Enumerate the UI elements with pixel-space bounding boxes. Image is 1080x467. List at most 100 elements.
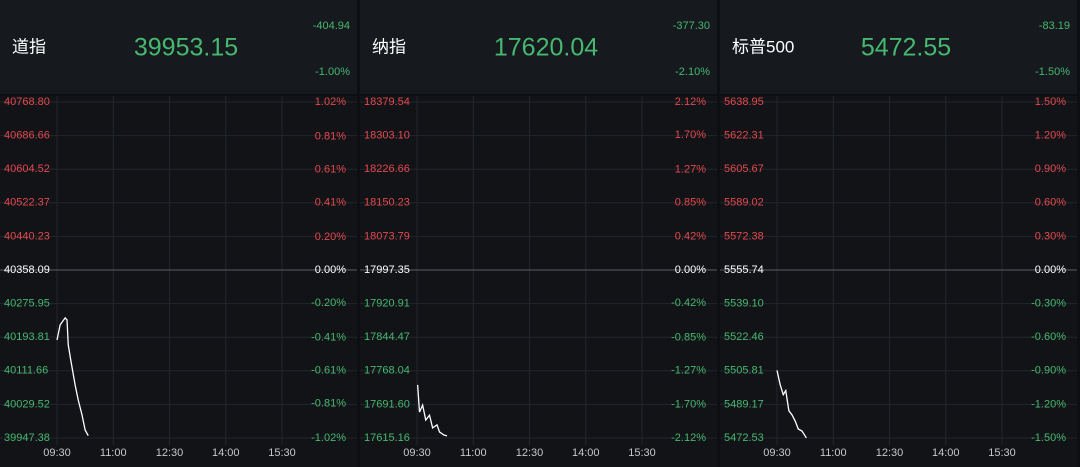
y-tick-label: 5572.38 bbox=[724, 230, 764, 242]
y2-tick-label: -1.02% bbox=[311, 432, 346, 444]
panel-header bbox=[360, 0, 717, 94]
x-tick-label: 12:30 bbox=[516, 447, 544, 459]
price-line bbox=[776, 370, 807, 439]
x-tick-label: 12:30 bbox=[876, 447, 904, 459]
x-tick-label: 11:00 bbox=[460, 447, 487, 459]
y2-tick-label: 0.42% bbox=[675, 231, 706, 243]
index-name: 纳指 bbox=[372, 37, 406, 56]
y-tick-label: 40111.66 bbox=[4, 365, 48, 377]
x-tick-label: 09:30 bbox=[763, 447, 791, 459]
y2-tick-label: 0.41% bbox=[315, 196, 346, 208]
y2-tick-label: -0.61% bbox=[311, 364, 346, 376]
y-tick-label: 5539.10 bbox=[724, 298, 764, 310]
x-tick-label: 15:30 bbox=[268, 447, 296, 459]
y-tick-label: 5589.02 bbox=[724, 197, 764, 209]
index-price: 39953.15 bbox=[134, 34, 238, 62]
y2-tick-label: -1.50% bbox=[1031, 432, 1066, 444]
y-tick-label: 5522.46 bbox=[724, 331, 764, 343]
y-tick-label: 18379.54 bbox=[364, 96, 410, 108]
index-price: 5472.55 bbox=[861, 34, 951, 62]
y-tick-label: 39947.38 bbox=[4, 432, 50, 444]
y2-tick-label: -0.41% bbox=[311, 331, 346, 343]
index-change: -377.30 bbox=[673, 20, 710, 32]
y2-tick-label: 0.85% bbox=[675, 197, 706, 209]
panel-header bbox=[0, 0, 357, 94]
y2-tick-label: -0.81% bbox=[311, 397, 346, 409]
y-tick-label: 40604.52 bbox=[4, 163, 50, 175]
y2-tick-label: 0.60% bbox=[1035, 197, 1066, 209]
y-tick-label: 40275.95 bbox=[4, 298, 50, 310]
x-tick-label: 15:30 bbox=[628, 447, 656, 459]
y-tick-label: 40358.09 bbox=[4, 264, 50, 276]
y2-tick-label: 0.90% bbox=[1035, 163, 1066, 175]
panel-body bbox=[720, 96, 1077, 467]
y-tick-label: 40768.80 bbox=[4, 96, 50, 108]
y-tick-label: 5472.53 bbox=[724, 432, 764, 444]
y-tick-label: 17615.16 bbox=[364, 432, 410, 444]
y2-tick-label: -0.90% bbox=[1031, 365, 1066, 377]
y-tick-label: 18150.23 bbox=[364, 197, 410, 209]
y-tick-label: 17768.04 bbox=[364, 365, 410, 377]
y2-tick-label: 2.12% bbox=[675, 96, 706, 108]
y-tick-label: 5555.74 bbox=[724, 264, 764, 276]
y2-tick-label: -1.20% bbox=[1031, 398, 1066, 410]
y2-tick-label: -1.27% bbox=[671, 365, 706, 377]
x-tick-label: 12:30 bbox=[156, 447, 184, 459]
y-tick-label: 18073.79 bbox=[364, 230, 410, 242]
index-change-pct: -1.50% bbox=[1035, 66, 1070, 78]
y2-tick-label: 0.00% bbox=[675, 264, 706, 276]
y-tick-label: 17997.35 bbox=[364, 264, 410, 276]
y2-tick-label: 0.20% bbox=[315, 231, 346, 243]
panel-body bbox=[360, 96, 717, 467]
y-tick-label: 40440.23 bbox=[4, 230, 50, 242]
y-tick-label: 17844.47 bbox=[364, 331, 410, 343]
y2-tick-label: 1.27% bbox=[675, 163, 706, 175]
index-change-pct: -2.10% bbox=[675, 66, 710, 78]
y2-tick-label: -0.85% bbox=[671, 331, 706, 343]
x-tick-label: 15:30 bbox=[988, 447, 1016, 459]
y2-tick-label: -0.30% bbox=[1031, 298, 1066, 310]
price-line bbox=[56, 316, 89, 436]
x-tick-label: 14:00 bbox=[932, 447, 960, 459]
y-tick-label: 40686.66 bbox=[4, 130, 50, 142]
x-tick-label: 09:30 bbox=[43, 447, 71, 459]
y2-tick-label: 0.00% bbox=[1035, 264, 1066, 276]
y-tick-label: 40522.37 bbox=[4, 197, 50, 209]
y-tick-label: 5622.31 bbox=[724, 130, 764, 142]
index-name: 道指 bbox=[12, 37, 46, 56]
y2-tick-label: -0.42% bbox=[671, 297, 706, 309]
price-line bbox=[416, 384, 448, 437]
x-tick-label: 14:00 bbox=[212, 447, 240, 459]
y2-tick-label: 1.70% bbox=[675, 129, 706, 141]
index-change: -404.94 bbox=[313, 20, 350, 32]
y2-tick-label: 1.20% bbox=[1035, 130, 1066, 142]
panel-header bbox=[720, 0, 1077, 94]
y-tick-label: 17691.60 bbox=[364, 398, 410, 410]
y-tick-label: 5489.17 bbox=[724, 398, 764, 410]
y2-tick-label: -2.12% bbox=[671, 432, 706, 444]
y-tick-label: 18226.66 bbox=[364, 163, 410, 175]
y2-tick-label: 0.81% bbox=[315, 130, 346, 142]
y2-tick-label: 0.61% bbox=[315, 163, 346, 175]
x-tick-label: 14:00 bbox=[572, 447, 600, 459]
y-tick-label: 5605.67 bbox=[724, 163, 764, 175]
y2-tick-label: 1.50% bbox=[1035, 96, 1066, 108]
x-tick-label: 11:00 bbox=[820, 447, 847, 459]
index-name: 标普500 bbox=[732, 37, 794, 56]
y2-tick-label: -0.60% bbox=[1031, 331, 1066, 343]
y-tick-label: 17920.91 bbox=[364, 298, 410, 310]
index-change: -83.19 bbox=[1039, 20, 1070, 32]
index-price: 17620.04 bbox=[494, 34, 598, 62]
y-tick-label: 40029.52 bbox=[4, 398, 50, 410]
x-tick-label: 09:30 bbox=[403, 447, 431, 459]
y2-tick-label: 1.02% bbox=[315, 96, 346, 108]
y2-tick-label: 0.00% bbox=[315, 264, 346, 276]
y-tick-label: 5638.95 bbox=[724, 96, 764, 108]
y-tick-label: 5505.81 bbox=[724, 365, 764, 377]
y2-tick-label: -0.20% bbox=[311, 297, 346, 309]
x-tick-label: 11:00 bbox=[100, 447, 127, 459]
y-tick-label: 40193.81 bbox=[4, 331, 50, 343]
y-tick-label: 18303.10 bbox=[364, 130, 410, 142]
